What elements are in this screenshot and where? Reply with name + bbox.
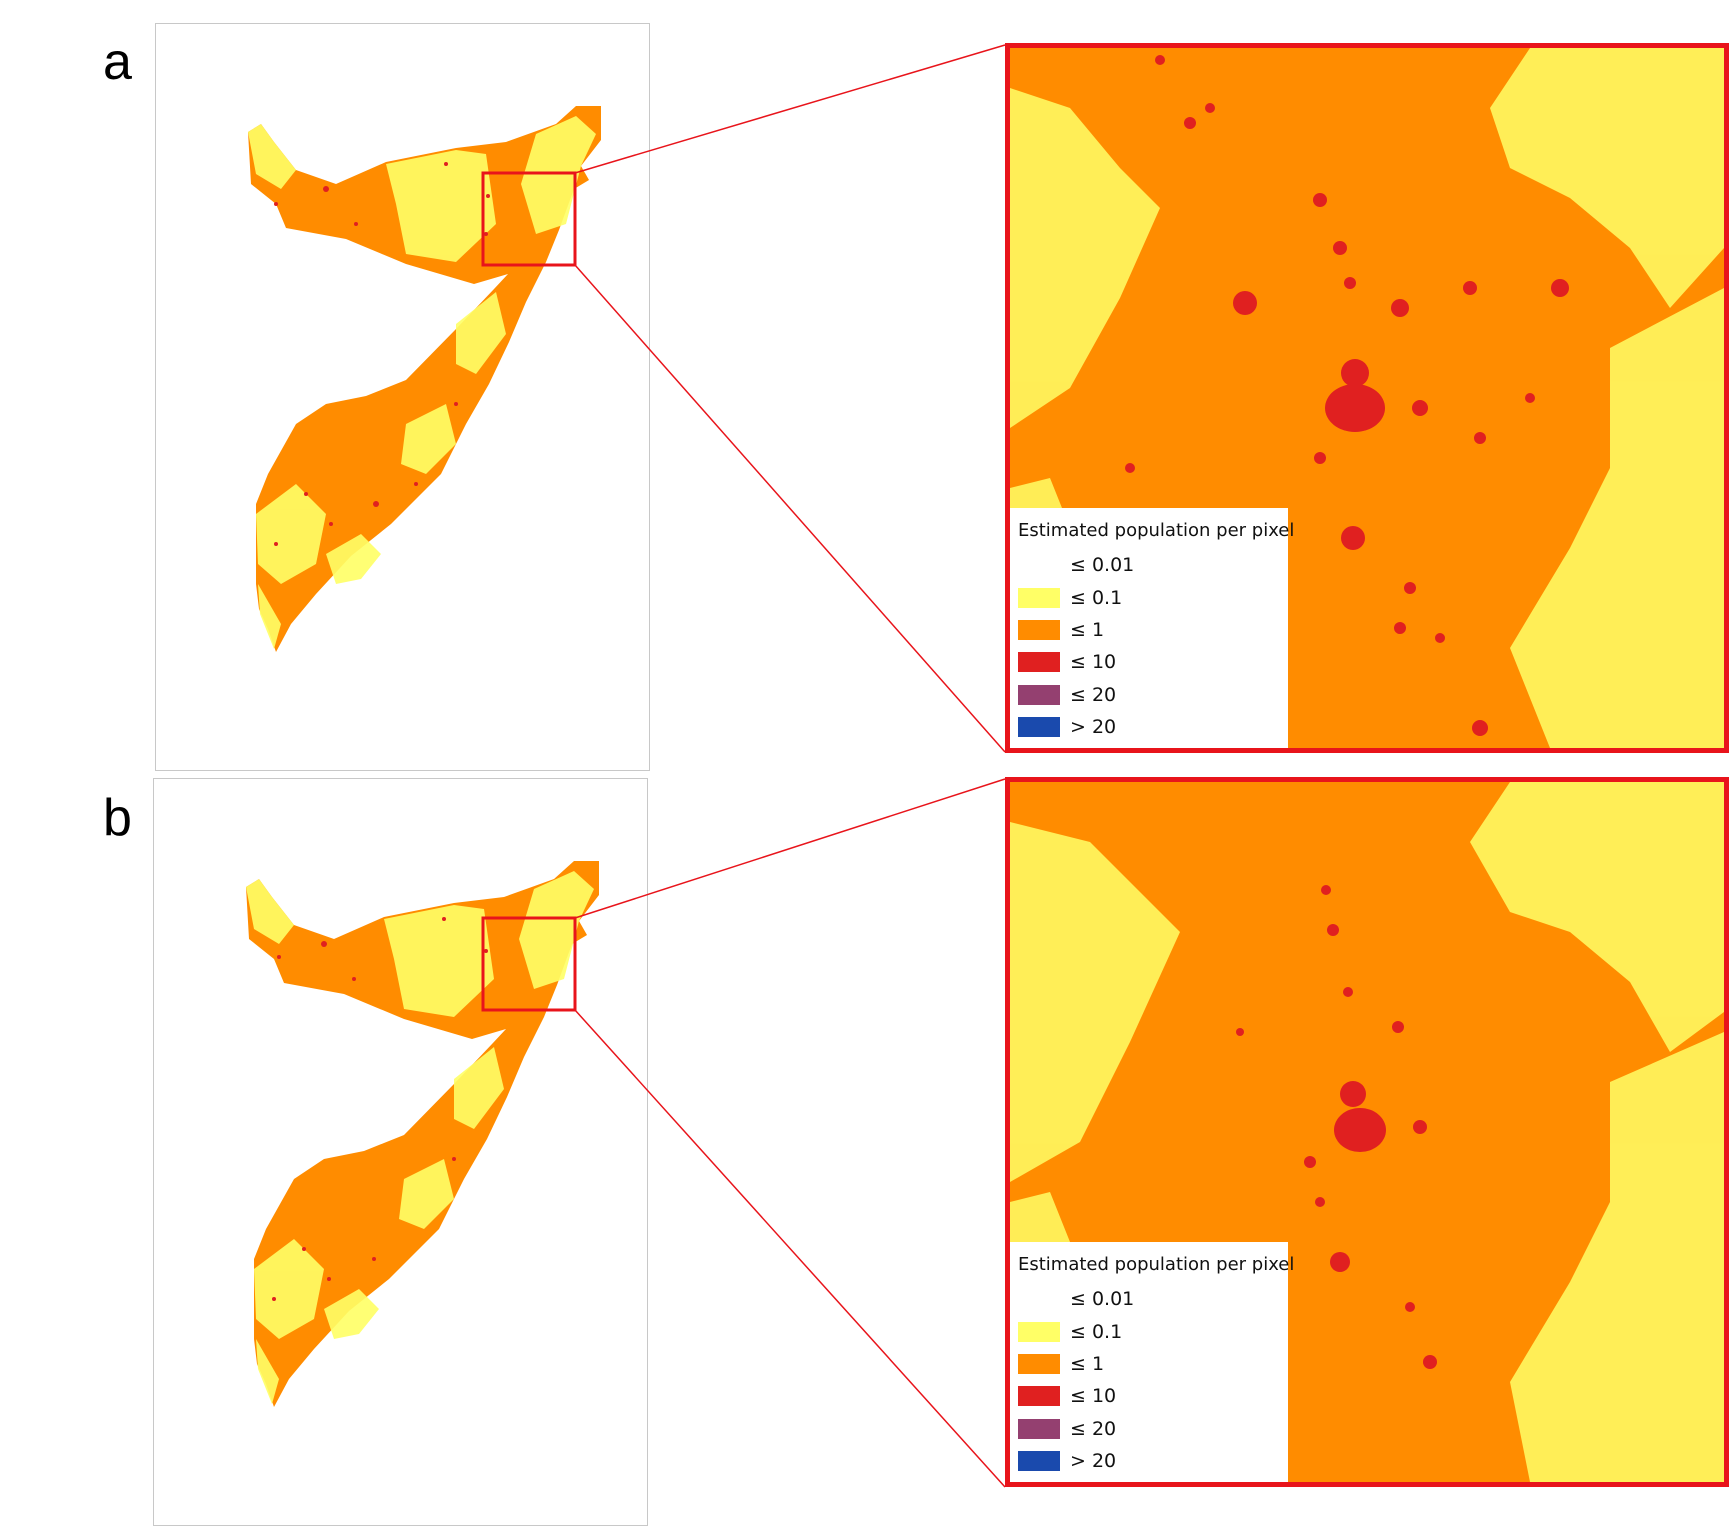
country-shape-b bbox=[246, 861, 599, 1407]
legend-swatch bbox=[1018, 1418, 1060, 1439]
legend-item: ≤ 10 bbox=[1018, 1380, 1280, 1412]
legend-swatch bbox=[1018, 717, 1060, 738]
panel-label-a: a bbox=[103, 33, 132, 91]
legend-title: Estimated population per pixel bbox=[1018, 1254, 1295, 1275]
legend-swatch bbox=[1018, 1289, 1060, 1310]
legend-swatch bbox=[1018, 684, 1060, 705]
legend-label: ≤ 10 bbox=[1070, 651, 1117, 674]
zoom-inset-a: Estimated population per pixel ≤ 0.01 ≤ 0… bbox=[1005, 43, 1729, 753]
legend-label: ≤ 20 bbox=[1070, 1417, 1117, 1440]
legend-label: ≤ 10 bbox=[1070, 1385, 1117, 1408]
settlements bbox=[1125, 55, 1569, 736]
legend-swatch bbox=[1018, 587, 1060, 608]
legend-item: ≤ 10 bbox=[1018, 646, 1280, 678]
legend-item: ≤ 20 bbox=[1018, 679, 1280, 711]
country-map-a bbox=[155, 23, 650, 771]
legend-item: ≤ 0.1 bbox=[1018, 581, 1280, 613]
legend-swatch bbox=[1018, 619, 1060, 640]
legend-label: > 20 bbox=[1070, 716, 1117, 739]
dense-population-spots bbox=[274, 162, 490, 546]
legend-item: ≤ 0.1 bbox=[1018, 1315, 1280, 1347]
legend-item: > 20 bbox=[1018, 1445, 1280, 1477]
legend-title: Estimated population per pixel bbox=[1018, 520, 1295, 541]
legend-label: ≤ 0.1 bbox=[1070, 586, 1123, 609]
zoom-map-b bbox=[1010, 782, 1724, 1482]
sparse-population-zones bbox=[1010, 48, 1724, 748]
legend-label: > 20 bbox=[1070, 1450, 1117, 1473]
legend-item: > 20 bbox=[1018, 711, 1280, 743]
panel-label-b: b bbox=[103, 789, 132, 847]
legend-item: ≤ 0.01 bbox=[1018, 549, 1280, 581]
legend-swatch bbox=[1018, 1386, 1060, 1407]
dense-population-spots bbox=[272, 917, 488, 1301]
settlements bbox=[1236, 885, 1437, 1369]
legend-item: ≤ 0.01 bbox=[1018, 1283, 1280, 1315]
zoom-inset-b: Estimated population per pixel ≤ 0.01 ≤ 0… bbox=[1005, 777, 1729, 1487]
sparse-population-zones bbox=[1010, 782, 1724, 1482]
legend-b: Estimated population per pixel ≤ 0.01 ≤ 0… bbox=[1010, 1242, 1295, 1482]
legend-item: ≤ 1 bbox=[1018, 1348, 1280, 1380]
legend-swatch bbox=[1018, 652, 1060, 673]
legend-a: Estimated population per pixel ≤ 0.01 ≤ 0… bbox=[1010, 508, 1295, 748]
country-map-b bbox=[153, 778, 648, 1526]
legend-swatch bbox=[1018, 1321, 1060, 1342]
legend-label: ≤ 1 bbox=[1070, 1352, 1105, 1375]
legend-item: ≤ 20 bbox=[1018, 1413, 1280, 1445]
legend-label: ≤ 1 bbox=[1070, 618, 1105, 641]
country-shape-a bbox=[248, 106, 601, 652]
legend-label: ≤ 0.01 bbox=[1070, 1288, 1135, 1311]
legend-item: ≤ 1 bbox=[1018, 614, 1280, 646]
legend-label: ≤ 0.01 bbox=[1070, 554, 1135, 577]
legend-label: ≤ 20 bbox=[1070, 683, 1117, 706]
legend-swatch bbox=[1018, 1451, 1060, 1472]
legend-swatch bbox=[1018, 1353, 1060, 1374]
legend-swatch bbox=[1018, 555, 1060, 576]
legend-label: ≤ 0.1 bbox=[1070, 1320, 1123, 1343]
legend-rows-a: ≤ 0.01 ≤ 0.1 ≤ 1 ≤ 10 ≤ 20 > 20 bbox=[1018, 549, 1280, 743]
legend-rows-b: ≤ 0.01 ≤ 0.1 ≤ 1 ≤ 10 ≤ 20 > 20 bbox=[1018, 1283, 1280, 1477]
